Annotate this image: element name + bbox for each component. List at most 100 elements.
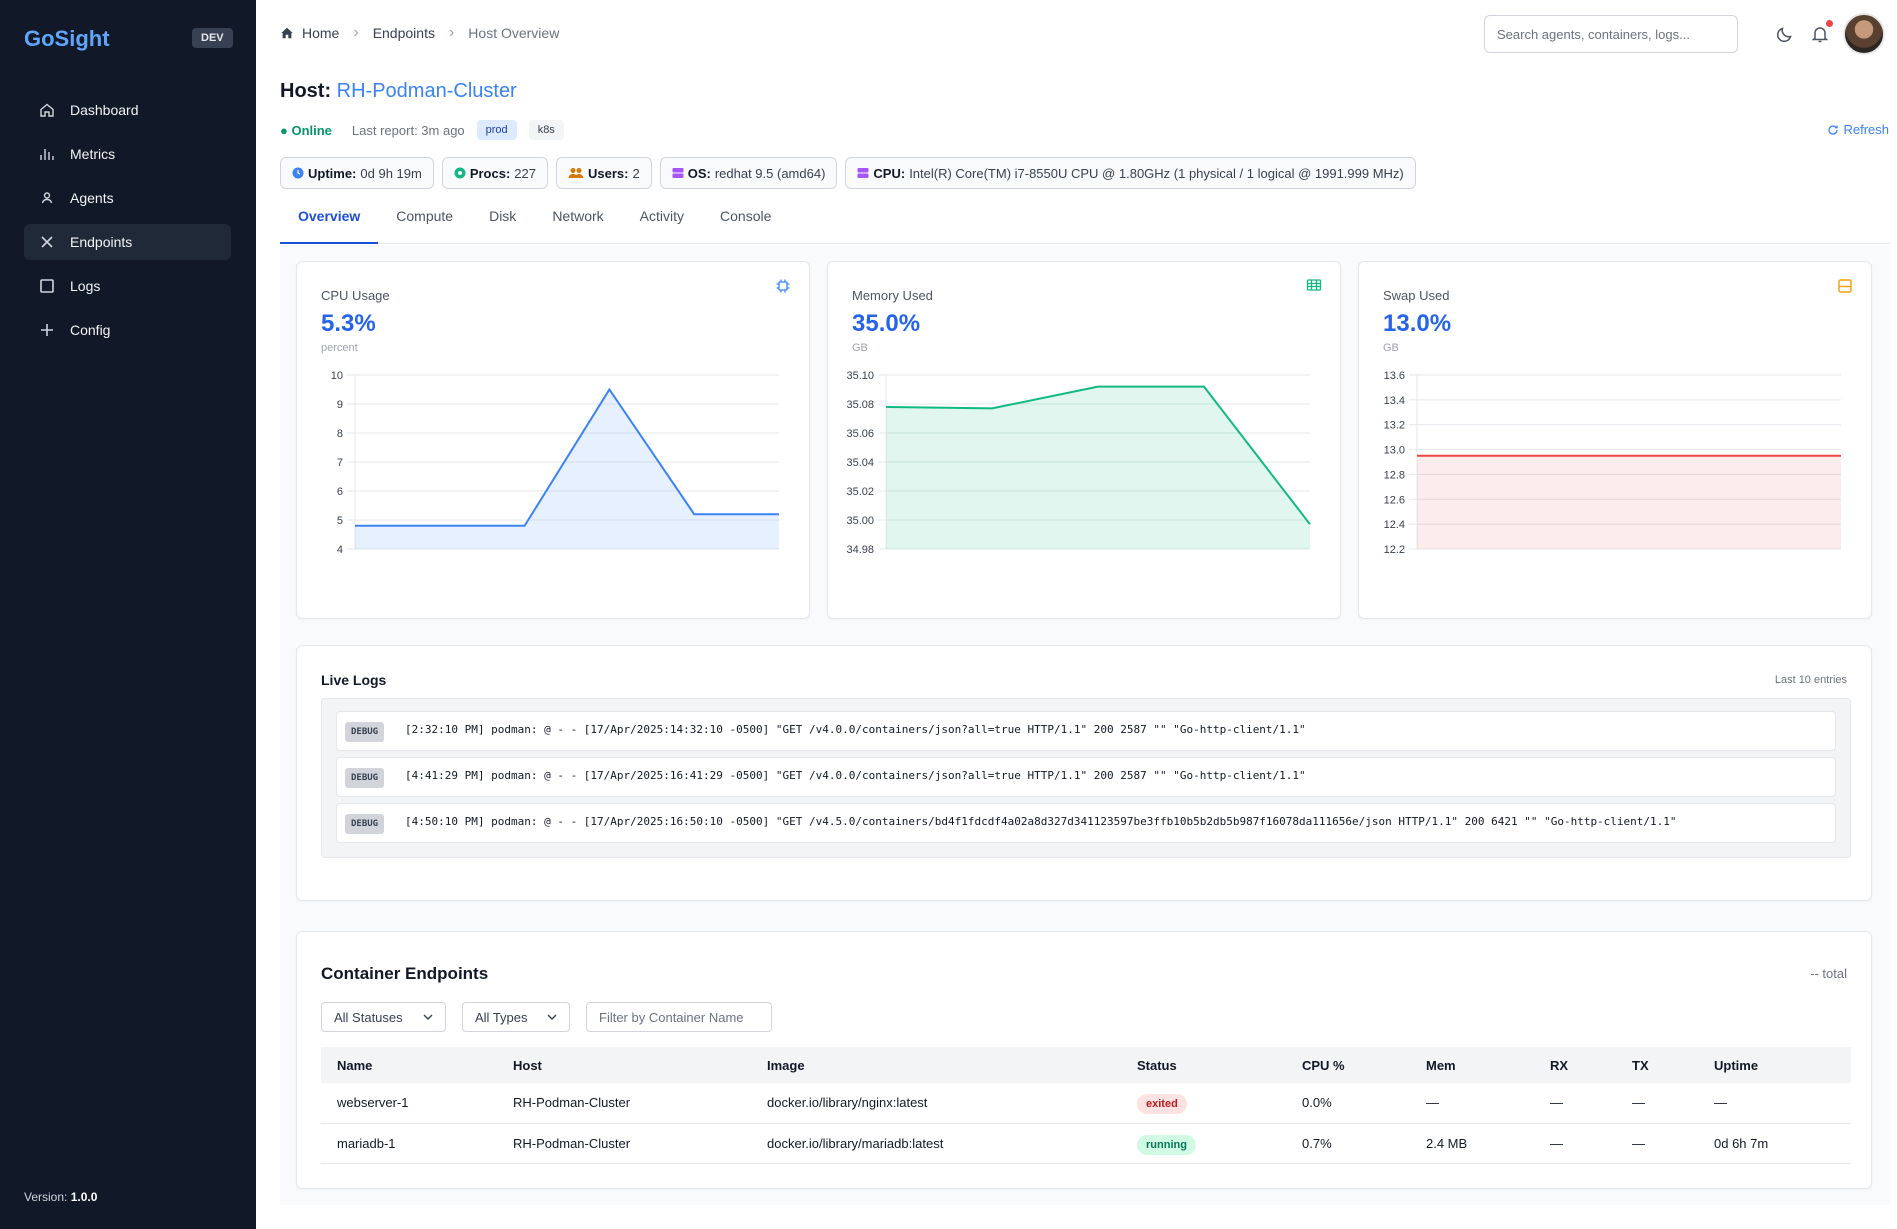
table-row[interactable]: webserver-1 RH-Podman-Cluster docker.io/… xyxy=(321,1083,1851,1124)
tab-bar: Overview Compute Disk Network Activity C… xyxy=(280,196,1890,244)
sidebar-item-dashboard[interactable]: Dashboard xyxy=(24,92,231,128)
users-icon xyxy=(568,167,584,179)
cpu-chip: CPU: Intel(R) Core(TM) i7-8550U CPU @ 1.8… xyxy=(845,157,1416,189)
sidebar-item-label: Dashboard xyxy=(70,102,139,118)
live-logs-card: Live Logs Last 10 entries DEBUG [2:32:10… xyxy=(296,645,1872,901)
metric-unit: percent xyxy=(321,342,358,354)
cpu-usage-card: CPU Usage 5.3% percent 4 5 6 7 8 9 10 xyxy=(296,261,810,619)
container-image: docker.io/library/nginx:latest xyxy=(751,1083,1121,1124)
version-info: Version: 1.0.0 xyxy=(24,1190,97,1204)
sidebar-item-logs[interactable]: Logs xyxy=(24,268,231,304)
sidebar-item-endpoints[interactable]: Endpoints xyxy=(24,224,231,260)
metric-value: 13.0% xyxy=(1383,310,1452,337)
chevron-down-icon xyxy=(547,1014,557,1020)
breadcrumb-home[interactable]: Home xyxy=(280,25,339,41)
memory-icon xyxy=(1306,279,1322,291)
search-input[interactable] xyxy=(1484,15,1738,53)
breadcrumb-current: Host Overview xyxy=(468,25,560,41)
container-name: mariadb-1 xyxy=(321,1123,497,1164)
container-name-filter[interactable] xyxy=(586,1002,772,1032)
plus-icon xyxy=(38,321,56,339)
container-cpu: 0.7% xyxy=(1286,1123,1410,1164)
swap-used-card: Swap Used 13.0% GB 12.2 12.4 12.6 12.8 13.0 1… xyxy=(1358,261,1872,619)
home-icon xyxy=(38,101,56,119)
log-level-badge: DEBUG xyxy=(345,814,385,834)
container-mem: 2.4 MB xyxy=(1410,1123,1534,1164)
cpu-value: Intel(R) Core(TM) i7-8550U CPU @ 1.80GHz… xyxy=(909,165,1404,181)
page-title: Host: RH-Podman-Cluster xyxy=(280,80,517,103)
bar-chart-icon xyxy=(38,145,56,163)
process-icon xyxy=(454,167,466,179)
column-header[interactable]: TX xyxy=(1616,1047,1698,1083)
container-rx: — xyxy=(1534,1123,1616,1164)
container-host: RH-Podman-Cluster xyxy=(497,1083,751,1124)
y-tick-label: 12.8 xyxy=(1384,469,1405,481)
column-header[interactable]: CPU % xyxy=(1286,1047,1410,1083)
memory-used-chart: 34.98 35.00 35.02 35.04 35.06 35.08 35.10 xyxy=(846,370,1311,556)
avatar[interactable] xyxy=(1843,13,1885,55)
tab-overview[interactable]: Overview xyxy=(280,196,379,244)
column-header[interactable]: Status xyxy=(1121,1047,1286,1083)
chevron-right-icon: › xyxy=(448,24,455,41)
cross-icon xyxy=(38,233,56,251)
uptime-value: 0d 9h 19m xyxy=(360,165,422,181)
container-rx: — xyxy=(1534,1083,1616,1124)
y-tick-label: 9 xyxy=(337,399,343,411)
metric-value: 5.3% xyxy=(321,310,376,337)
y-tick-label: 7 xyxy=(337,457,343,469)
users-label: Users: xyxy=(588,165,629,181)
version-label: Version: xyxy=(24,1190,68,1204)
sidebar-item-agents[interactable]: Agents xyxy=(24,180,231,216)
tag-prod: prod xyxy=(476,120,517,140)
container-tx: — xyxy=(1616,1083,1698,1124)
version-number: 1.0.0 xyxy=(70,1190,98,1204)
status-cell: running xyxy=(1121,1123,1286,1164)
tab-compute[interactable]: Compute xyxy=(396,208,454,224)
breadcrumb: Home › Endpoints › Host Overview xyxy=(280,24,559,42)
containers-table: Name Host Image Status CPU % Mem RX TX U… xyxy=(321,1047,1851,1164)
sidebar-item-metrics[interactable]: Metrics xyxy=(24,136,231,172)
chevron-down-icon xyxy=(423,1014,433,1020)
users-value: 2 xyxy=(632,165,640,181)
type-filter-select[interactable]: All Types xyxy=(462,1002,570,1032)
logs-list[interactable]: DEBUG [2:32:10 PM] podman: @ - - [17/Apr… xyxy=(321,698,1851,858)
table-row[interactable]: mariadb-1 RH-Podman-Cluster docker.io/li… xyxy=(321,1123,1851,1164)
column-header[interactable]: RX xyxy=(1534,1047,1616,1083)
container-cpu: 0.0% xyxy=(1286,1083,1410,1124)
memory-used-card: Memory Used 35.0% GB 34.98 35.00 35.02 35.0… xyxy=(827,261,1341,619)
moon-icon[interactable] xyxy=(1775,24,1795,44)
column-header[interactable]: Name xyxy=(321,1047,497,1083)
status-filter-select[interactable]: All Statuses xyxy=(321,1002,446,1032)
column-header[interactable]: Host xyxy=(497,1047,751,1083)
metric-label: Swap Used xyxy=(1383,288,1450,303)
tab-activity[interactable]: Activity xyxy=(639,208,685,224)
metric-unit: GB xyxy=(1383,342,1399,354)
column-header[interactable]: Uptime xyxy=(1698,1047,1851,1083)
column-header[interactable]: Mem xyxy=(1410,1047,1534,1083)
status-badge: ● Online xyxy=(280,122,332,138)
chevron-right-icon: › xyxy=(353,24,359,41)
host-info-chips: Uptime: 0d 9h 19m Procs: 227 Users: 2 OS: re… xyxy=(280,157,1424,189)
logs-meta: Last 10 entries xyxy=(1774,674,1847,686)
y-tick-label: 35.08 xyxy=(846,399,874,411)
y-tick-label: 10 xyxy=(331,370,343,382)
sidebar-item-label: Agents xyxy=(70,190,114,206)
y-tick-label: 13.0 xyxy=(1384,445,1405,457)
breadcrumb-label: Home xyxy=(302,25,340,41)
section-title: Container Endpoints xyxy=(321,964,489,983)
tab-disk[interactable]: Disk xyxy=(489,208,517,224)
log-entry: DEBUG [4:50:10 PM] podman: @ - - [17/Apr… xyxy=(336,803,1836,843)
refresh-label: Refresh xyxy=(1843,122,1889,137)
bell-icon[interactable] xyxy=(1810,24,1830,44)
last-report: Last report: 3m ago xyxy=(351,122,465,138)
tab-console[interactable]: Console xyxy=(720,208,772,224)
refresh-button[interactable]: Refresh xyxy=(1827,122,1889,137)
breadcrumb-endpoints[interactable]: Endpoints xyxy=(372,25,435,41)
y-tick-label: 13.6 xyxy=(1384,370,1405,382)
sidebar-item-config[interactable]: Config xyxy=(24,312,231,348)
users-chip: Users: 2 xyxy=(556,157,652,189)
metric-label: Memory Used xyxy=(852,288,933,303)
tab-network[interactable]: Network xyxy=(552,208,604,224)
column-header[interactable]: Image xyxy=(751,1047,1121,1083)
brand-logo[interactable]: GoSight xyxy=(24,26,110,51)
